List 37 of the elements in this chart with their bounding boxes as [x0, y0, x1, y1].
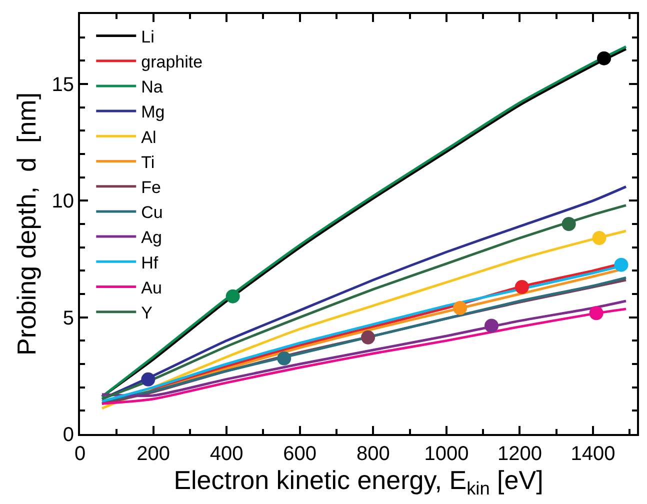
x-tick-label: 800 [356, 443, 390, 465]
y-axis-title: Probing depth, d [nm] [12, 92, 42, 356]
legend-label: Na [141, 78, 164, 97]
point [589, 306, 604, 320]
point [614, 258, 628, 272]
legend-label: Cu [141, 203, 163, 222]
point [453, 301, 468, 315]
legend-label: Y [141, 303, 152, 322]
x-tick-label: 400 [210, 443, 244, 465]
y-tick-label: 15 [52, 74, 74, 96]
point [361, 330, 376, 344]
x-tick-label: 1200 [497, 443, 542, 465]
point [514, 280, 529, 294]
legend-label: Hf [141, 253, 158, 272]
y-tick-label: 0 [62, 424, 74, 446]
legend-label: Ti [141, 152, 155, 172]
y-tick-label: 10 [52, 190, 74, 213]
legend-label: Ag [141, 228, 162, 248]
point [562, 217, 576, 231]
legend-label: graphite [141, 52, 203, 72]
legend-label: Mg [141, 102, 165, 122]
point [592, 231, 606, 245]
point [484, 318, 499, 333]
x-tick-label: 200 [136, 443, 170, 465]
legend-label: Li [141, 27, 154, 46]
y-tick-label: 5 [62, 307, 74, 330]
legend-label: Al [141, 128, 156, 147]
legend-label: Au [141, 278, 162, 298]
x-axis-title: Electron kinetic energy, E$_{kin}$ [eV] [174, 465, 544, 498]
point [141, 372, 156, 386]
point [226, 289, 240, 304]
point [277, 351, 292, 366]
x-tick-label: 1000 [424, 443, 469, 465]
x-tick-label: 1400 [570, 443, 616, 465]
x-tick-label: 600 [283, 443, 317, 465]
legend-label: Fe [141, 178, 161, 197]
point [597, 51, 612, 66]
